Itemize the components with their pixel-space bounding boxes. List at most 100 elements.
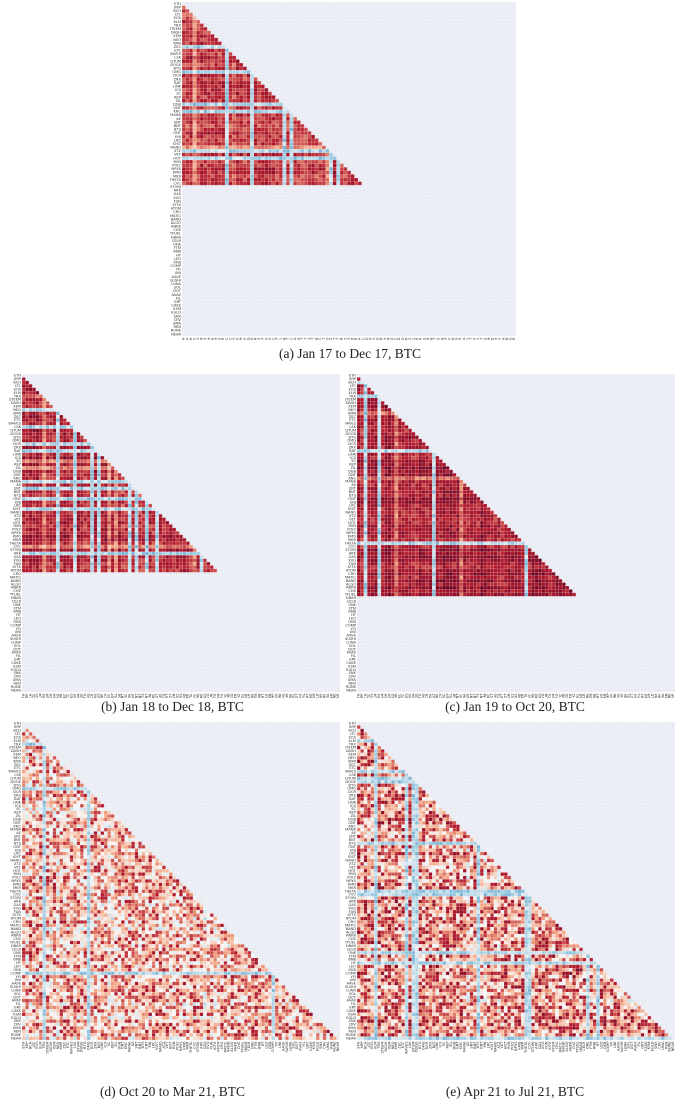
heatmap-cell xyxy=(370,497,375,501)
heatmap-cell xyxy=(486,568,491,573)
heatmap-cell xyxy=(428,514,433,518)
y-tick-label: TFUEL xyxy=(170,232,181,236)
heatmap-cell xyxy=(39,497,43,501)
heatmap-cell xyxy=(504,534,508,539)
heatmap-cell xyxy=(428,521,433,525)
heatmap-cell xyxy=(439,558,443,563)
heatmap-cell xyxy=(387,565,392,569)
heatmap-cell xyxy=(35,524,40,528)
y-tick-label: RVN xyxy=(14,524,22,528)
heatmap-cell xyxy=(214,124,218,128)
heatmap-cell xyxy=(182,109,186,114)
heatmap-cell xyxy=(189,16,193,21)
heatmap-cell xyxy=(22,544,26,549)
heatmap-cell xyxy=(199,113,204,117)
heatmap-cell xyxy=(131,555,135,559)
heatmap-cell xyxy=(189,30,193,35)
heatmap-cell xyxy=(421,548,426,552)
heatmap-cell xyxy=(192,138,197,143)
heatmap-cell xyxy=(138,521,142,525)
heatmap-cell xyxy=(196,109,201,114)
heatmap-cell xyxy=(189,565,194,569)
heatmap-cell xyxy=(192,73,197,78)
heatmap-cell xyxy=(271,102,276,107)
heatmap-cell xyxy=(86,456,91,460)
heatmap-cell xyxy=(196,45,201,49)
heatmap-cell xyxy=(483,551,487,556)
heatmap-cell xyxy=(398,493,402,498)
heatmap-cell xyxy=(380,462,385,467)
heatmap-cell xyxy=(418,500,423,504)
heatmap-cell xyxy=(394,466,399,470)
heatmap-cell xyxy=(182,9,186,13)
heatmap-cell xyxy=(221,48,226,53)
heatmap-cell xyxy=(374,449,378,453)
heatmap-cell xyxy=(192,174,197,179)
heatmap-cell xyxy=(421,527,426,532)
heatmap-cell xyxy=(221,167,226,171)
heatmap-cell xyxy=(210,170,215,175)
heatmap-cell xyxy=(42,466,46,470)
y-tick-label: MANA xyxy=(170,113,181,117)
heatmap-cell xyxy=(117,473,122,477)
heatmap-cell xyxy=(493,555,498,559)
heatmap-cell xyxy=(243,116,247,121)
heatmap-cell xyxy=(278,181,283,186)
heatmap-cell xyxy=(300,142,305,146)
heatmap-cell xyxy=(357,527,361,532)
heatmap-cell xyxy=(131,541,135,546)
heatmap-cell xyxy=(253,81,258,85)
heatmap-cell xyxy=(189,113,193,117)
heatmap-cell xyxy=(32,408,36,412)
heatmap-cell xyxy=(192,177,197,182)
heatmap-cell xyxy=(360,521,364,525)
heatmap-cell xyxy=(377,456,381,460)
heatmap-cell xyxy=(76,462,81,467)
heatmap-cell xyxy=(387,572,392,576)
heatmap-cell xyxy=(207,63,211,67)
heatmap-cell xyxy=(25,411,29,416)
heatmap-cell xyxy=(22,428,26,433)
heatmap-cell xyxy=(363,486,368,491)
heatmap-cell xyxy=(275,177,280,182)
heatmap-cell xyxy=(418,541,423,546)
heatmap-cell xyxy=(360,421,364,426)
heatmap-cell xyxy=(22,397,26,402)
heatmap-cell xyxy=(148,558,152,563)
heatmap-cell xyxy=(117,490,122,494)
heatmap-cell xyxy=(232,120,236,125)
heatmap-cell xyxy=(76,541,81,546)
heatmap-cell xyxy=(463,486,467,491)
heatmap-cell xyxy=(246,70,251,74)
heatmap-cell xyxy=(32,462,36,467)
heatmap-cell xyxy=(257,149,262,153)
heatmap-cell xyxy=(435,565,440,569)
heatmap-cell xyxy=(165,527,170,532)
heatmap-cell xyxy=(158,534,163,539)
heatmap-cell xyxy=(374,442,378,446)
heatmap-cell xyxy=(49,456,53,460)
heatmap-cell xyxy=(268,138,272,143)
heatmap-cell xyxy=(158,527,163,532)
heatmap-cell xyxy=(225,95,229,100)
heatmap-cell xyxy=(228,167,233,171)
heatmap-cell xyxy=(217,81,222,85)
heatmap-cell xyxy=(35,425,40,429)
heatmap-cell xyxy=(210,102,215,107)
heatmap-cell xyxy=(486,551,491,556)
heatmap-cell xyxy=(391,456,395,460)
heatmap-cell xyxy=(66,466,70,470)
heatmap-cell xyxy=(271,98,276,103)
heatmap-cell xyxy=(203,116,208,121)
heatmap-cell xyxy=(217,59,222,64)
x-tick-label: BNB xyxy=(430,337,434,340)
heatmap-cell xyxy=(42,497,46,501)
heatmap-cell xyxy=(162,558,166,563)
heatmap-cell xyxy=(104,558,108,563)
heatmap-cell xyxy=(76,510,81,515)
heatmap-cell xyxy=(418,562,423,566)
heatmap-cell xyxy=(100,517,105,522)
heatmap-cell xyxy=(347,170,351,175)
heatmap-cell xyxy=(32,404,36,409)
heatmap-cell xyxy=(394,514,399,518)
